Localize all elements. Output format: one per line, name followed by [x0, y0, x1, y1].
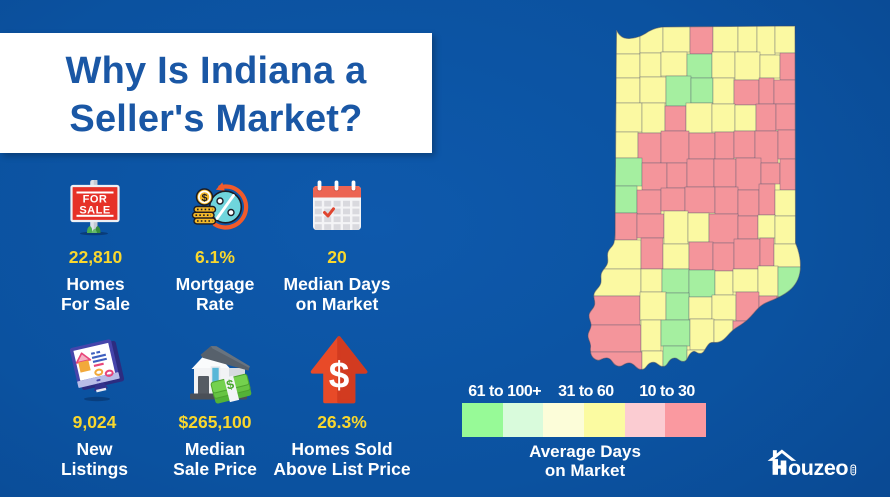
svg-text:$: $ — [329, 355, 350, 396]
svg-text:ouzeo: ouzeo — [788, 456, 848, 480]
svg-text:FOR: FOR — [83, 194, 108, 206]
svg-text:$: $ — [202, 192, 208, 204]
svg-text:SALE: SALE — [79, 204, 110, 216]
svg-text:$: $ — [225, 376, 236, 392]
